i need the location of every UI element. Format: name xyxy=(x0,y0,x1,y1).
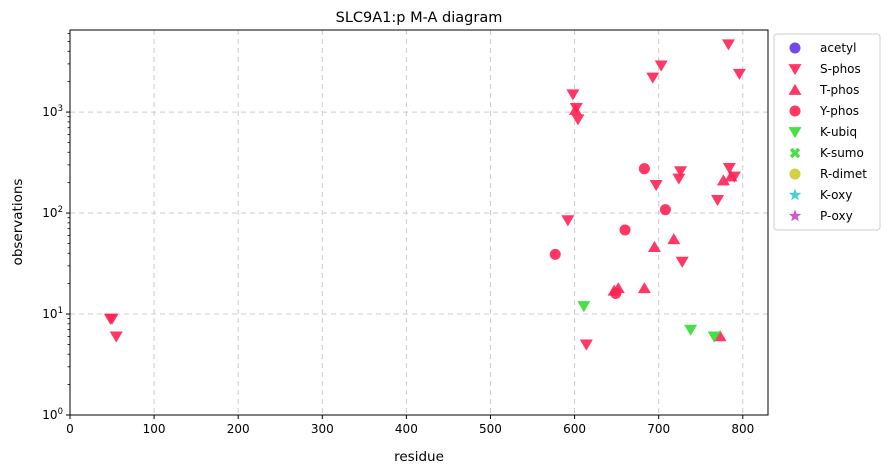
legend-k-ubiq-marker xyxy=(788,127,802,139)
legend-p-oxy-marker xyxy=(788,209,802,222)
point-s-phos xyxy=(561,215,575,227)
point-y-phos xyxy=(659,204,671,216)
legend-acetyl-marker xyxy=(789,42,801,54)
legend-r-dimet-marker xyxy=(789,168,801,180)
point-y-phos xyxy=(610,287,622,299)
point-t-phos xyxy=(637,282,651,294)
point-t-phos xyxy=(716,174,730,186)
legend-y-phos-label: Y-phos xyxy=(819,104,859,118)
point-s-phos xyxy=(722,163,736,175)
point-s-phos xyxy=(654,60,668,72)
point-s-phos xyxy=(566,89,580,101)
x-tick-label: 600 xyxy=(563,422,586,436)
legend-acetyl-label: acetyl xyxy=(820,41,856,55)
point-s-phos xyxy=(646,72,660,84)
x-tick-label: 300 xyxy=(311,422,334,436)
point-t-phos xyxy=(568,103,582,115)
legend-k-oxy-label: K-oxy xyxy=(820,188,852,202)
x-tick-label: 400 xyxy=(395,422,418,436)
y-tick-label: 103 xyxy=(42,104,63,119)
point-s-phos xyxy=(675,256,689,268)
point-s-phos xyxy=(674,166,688,178)
legend-k-sumo-marker xyxy=(789,147,801,159)
y-tick-label: 100 xyxy=(42,407,63,422)
legend-box xyxy=(773,33,881,231)
data-points xyxy=(103,39,746,351)
legend-r-dimet-label: R-dimet xyxy=(820,167,867,181)
point-y-phos xyxy=(638,163,650,175)
point-t-phos xyxy=(647,240,661,252)
x-tick-label: 200 xyxy=(227,422,250,436)
point-s-phos xyxy=(579,339,593,351)
x-axis-ticks: 0 100 200 300 400 500 600 700 800 xyxy=(66,415,754,436)
point-y-phos xyxy=(549,248,561,260)
y-axis-label: observations xyxy=(10,179,26,266)
point-t-phos xyxy=(713,330,727,342)
legend-y-phos-marker xyxy=(789,105,801,117)
point-t-phos xyxy=(724,170,738,182)
legend-k-ubiq-label: K-ubiq xyxy=(820,125,857,139)
point-s-phos xyxy=(109,331,123,343)
point-k-ubiq xyxy=(684,324,698,336)
legend: acetyl S-phos T-phos Y-phos K-ubiq K-sumo R-di… xyxy=(773,33,881,231)
legend-s-phos-label: S-phos xyxy=(820,62,861,76)
point-k-ubiq xyxy=(707,331,721,343)
y-tick-label: 102 xyxy=(42,205,63,220)
grid xyxy=(70,30,768,415)
legend-k-oxy-marker xyxy=(788,188,802,201)
legend-t-phos-label: T-phos xyxy=(819,83,859,97)
legend-p-oxy-label: P-oxy xyxy=(820,209,853,223)
x-tick-label: 0 xyxy=(66,422,74,436)
x-tick-label: 800 xyxy=(731,422,754,436)
legend-s-phos-marker xyxy=(788,64,802,76)
point-s-phos xyxy=(105,313,119,325)
point-s-phos xyxy=(721,39,735,51)
legend-t-phos-marker xyxy=(788,83,802,95)
y-axis-ticks: 100 101 102 103 xyxy=(42,33,70,422)
point-y-phos xyxy=(619,224,631,236)
x-axis-label: residue xyxy=(394,449,444,465)
legend-k-sumo-label: K-sumo xyxy=(820,146,864,160)
y-tick-label: 101 xyxy=(42,306,63,321)
point-k-ubiq xyxy=(577,301,591,313)
plot-frame xyxy=(69,29,769,416)
point-s-phos xyxy=(672,173,686,185)
x-tick-label: 700 xyxy=(647,422,670,436)
point-t-phos xyxy=(667,233,681,245)
x-tick-label: 500 xyxy=(479,422,502,436)
point-s-phos xyxy=(711,195,725,207)
point-s-phos xyxy=(732,68,746,80)
point-s-phos xyxy=(571,114,585,126)
chart-title: SLC9A1:p M-A diagram xyxy=(336,10,503,26)
point-s-phos xyxy=(649,180,663,192)
x-tick-label: 100 xyxy=(143,422,166,436)
